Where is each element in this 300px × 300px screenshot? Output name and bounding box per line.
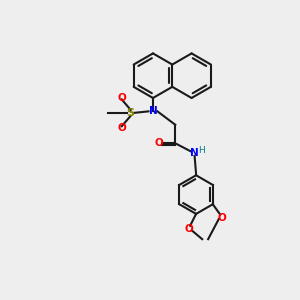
Text: O: O [217, 213, 226, 223]
Text: N: N [190, 148, 199, 158]
Text: S: S [127, 108, 135, 118]
Text: H: H [198, 146, 205, 155]
Text: O: O [154, 138, 163, 148]
Text: O: O [117, 93, 126, 103]
Text: O: O [184, 224, 193, 234]
Text: O: O [117, 123, 126, 133]
Text: N: N [148, 106, 157, 116]
